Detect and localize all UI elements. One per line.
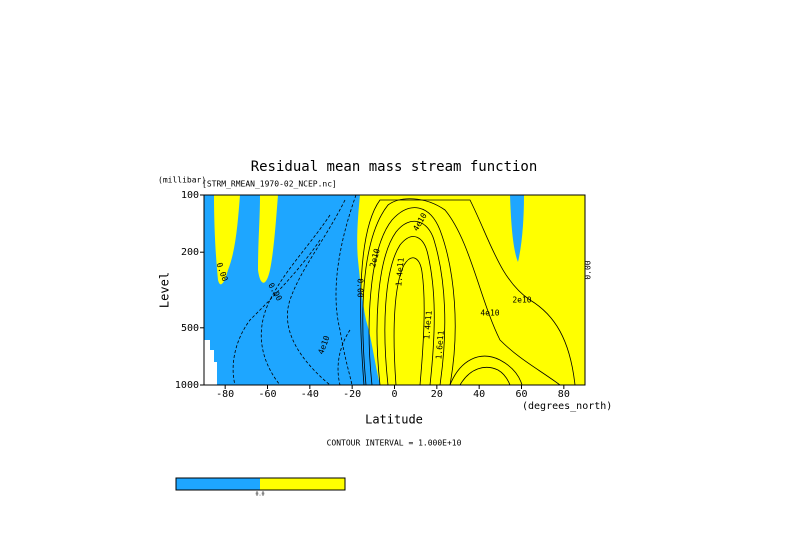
- x-units: (degrees_north): [522, 401, 612, 412]
- negative-contour-lines: [232, 194, 357, 386]
- x-tick-label: 0: [391, 389, 397, 400]
- negative-region: [510, 195, 524, 262]
- contour-label: 1.4e11: [422, 310, 434, 340]
- colorbar-positive: [260, 478, 345, 490]
- x-tick-label: 40: [473, 389, 485, 400]
- y-tick-label: 100: [181, 190, 199, 201]
- x-tick-label: -60: [258, 389, 276, 400]
- colorbar-frame: [175, 477, 346, 491]
- colorbar-negative: [176, 478, 260, 490]
- positive-region: [357, 195, 585, 385]
- annotation: CONTOUR INTERVAL = 1.000E+10: [327, 439, 462, 448]
- contour-lines: [360, 198, 576, 386]
- y-units: (millibar): [158, 176, 206, 185]
- contour-label: 2e10: [512, 296, 531, 305]
- colorbar-label: 0.0: [255, 492, 264, 498]
- contour-label: 0.00: [584, 260, 593, 279]
- plot-area: 0.000.004e100.002e104e101.4e111.4e111.6e…: [203, 194, 593, 386]
- x-tick-label: -40: [301, 389, 319, 400]
- colorbar: 0.0: [175, 477, 346, 498]
- missing-data: [204, 340, 217, 385]
- y-tick-label: 500: [181, 323, 199, 334]
- contour-label: 1.4e11: [394, 257, 406, 287]
- x-tick-label: 60: [515, 389, 527, 400]
- x-tick-label: 80: [558, 389, 570, 400]
- chart-title: Residual mean mass stream function: [251, 159, 538, 175]
- contour-label: 1.6e11: [434, 330, 446, 360]
- y-tick-label: 1000: [175, 380, 199, 391]
- y-tick-label: 200: [181, 247, 199, 258]
- contour-label: 0.00: [356, 278, 365, 297]
- positive-region: [258, 195, 278, 283]
- x-axis-label: Latitude: [365, 413, 423, 427]
- x-tick-label: -80: [216, 389, 234, 400]
- contour-label: 4e10: [480, 309, 499, 318]
- x-tick-label: 20: [431, 389, 443, 400]
- y-axis-label: Level: [158, 272, 172, 308]
- x-tick-label: -20: [343, 389, 361, 400]
- subtitle: [STRM_RMEAN_1970-02_NCEP.nc]: [202, 180, 337, 189]
- positive-region: [214, 195, 240, 285]
